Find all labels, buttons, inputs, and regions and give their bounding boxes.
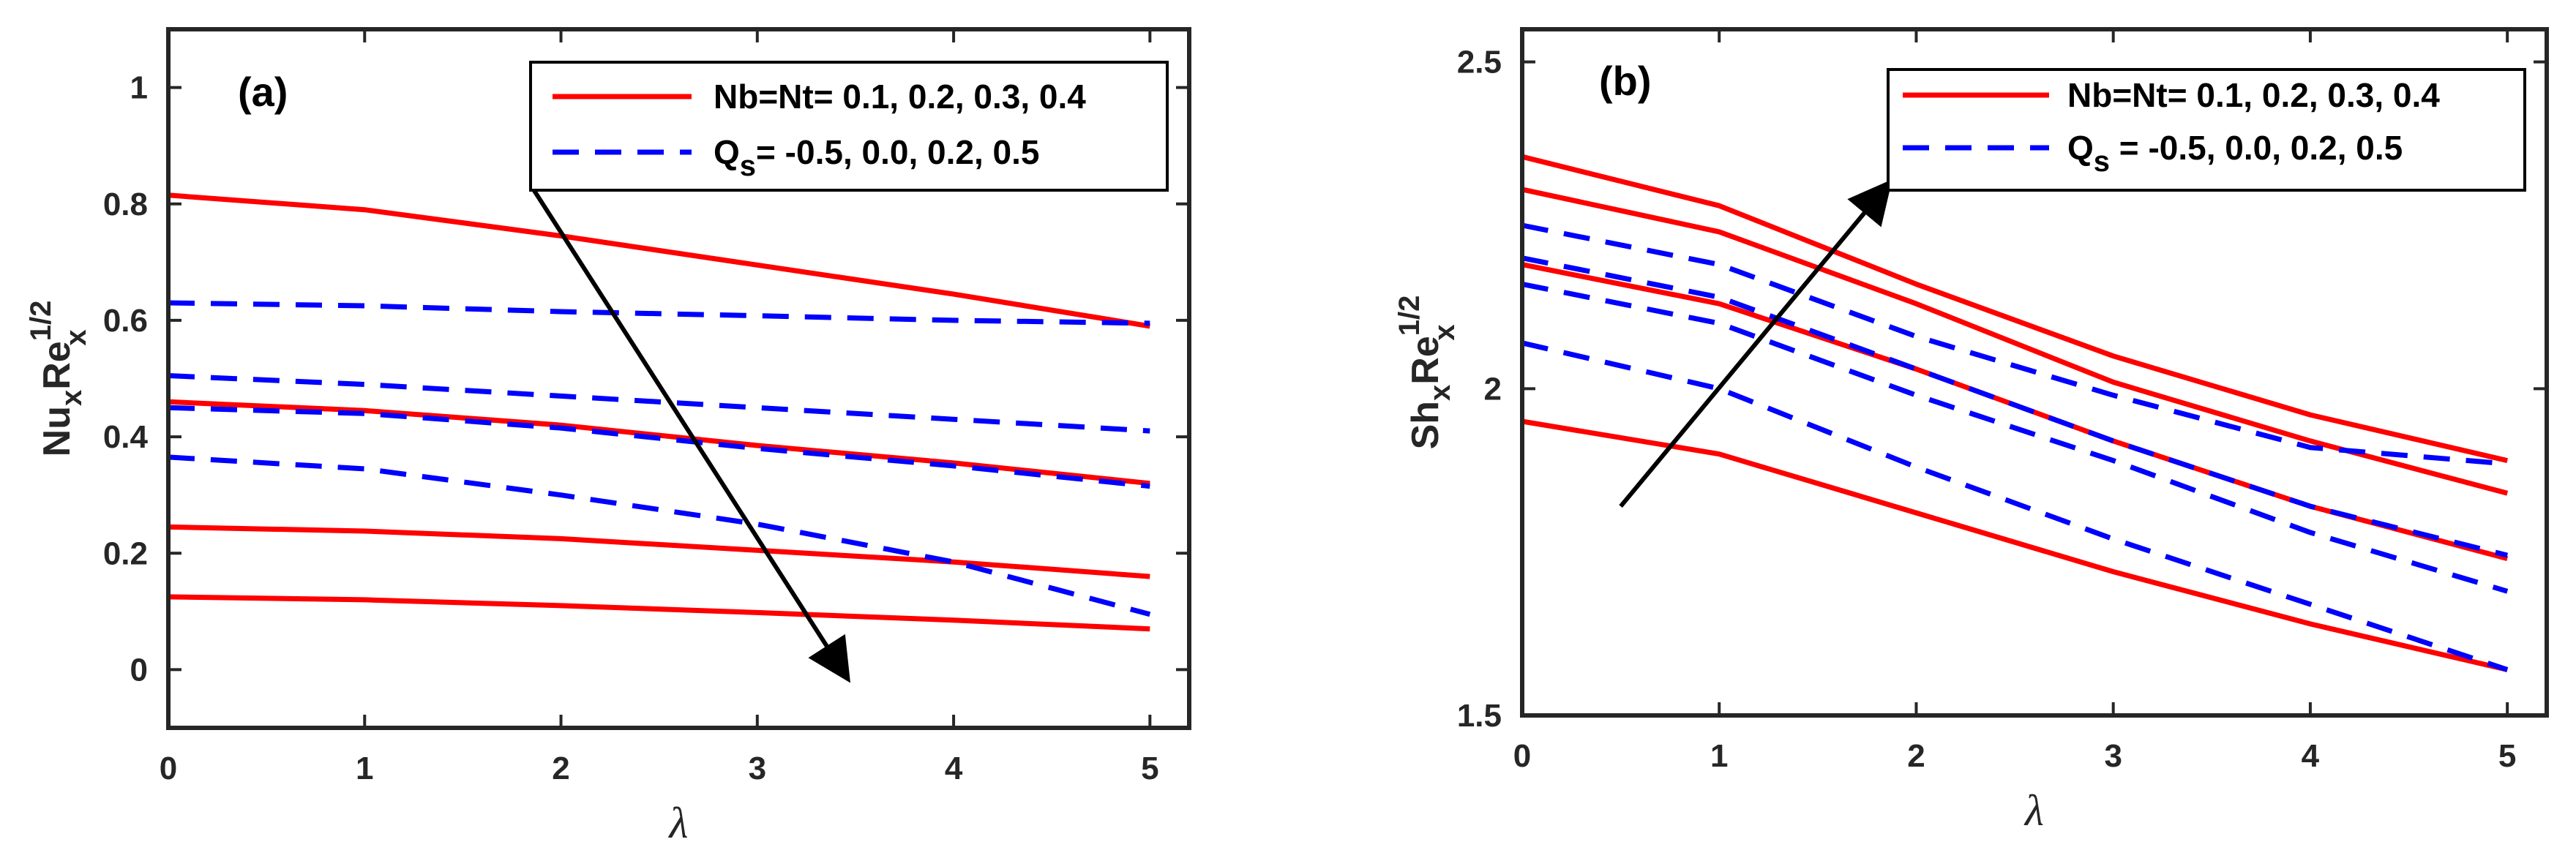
- series-line-b-7: [1521, 222, 2508, 467]
- series-line-a-5: [168, 373, 1150, 434]
- x-tick-label: 1: [1710, 738, 1728, 774]
- panel-label: (b): [1599, 58, 1652, 104]
- series-line-a-6: [168, 405, 1150, 489]
- series-line-a-3: [168, 594, 1150, 632]
- x-tick-label: 2: [1907, 738, 1925, 774]
- legend-box: [1887, 68, 2526, 192]
- y-tick-label: 2.5: [1457, 45, 1502, 80]
- series-line-a-2: [168, 524, 1150, 579]
- legend-box: [529, 61, 1169, 192]
- y-tick-label: 0.8: [103, 187, 148, 222]
- series-line-b-3: [1521, 154, 2508, 464]
- trend-arrow: [529, 185, 851, 683]
- legend-label-dashed: Qs= -0.5, 0.0, 0.2, 0.5: [714, 133, 1039, 182]
- chart-panel-b: 0 1 2 3 4 5 1.5 2 2.5 (b) λ ShxRe1/2 x Nb=Nt= 0.1, 0.…: [1393, 27, 2549, 835]
- x-tick-label: 4: [945, 751, 963, 786]
- y-tick-label: 0.2: [103, 535, 148, 571]
- x-tick-label: 2: [552, 751, 569, 786]
- x-tick-label: 0: [160, 751, 177, 786]
- panel-label: (a): [238, 69, 288, 115]
- x-tick-label: 4: [2302, 738, 2320, 774]
- x-tick-label: 3: [2104, 738, 2122, 774]
- trend-arrow: [1619, 179, 1892, 508]
- x-tick-label: 0: [1513, 738, 1531, 774]
- legend-label-solid: Nb=Nt= 0.1, 0.2, 0.3, 0.4: [714, 78, 1086, 116]
- series-line-b-1: [1521, 262, 2509, 561]
- y-tick-label: 1.5: [1457, 698, 1502, 734]
- x-tick-label: 5: [1141, 751, 1158, 786]
- series-line-b-5: [1521, 281, 2509, 594]
- x-tick-label: 3: [749, 751, 766, 786]
- legend-label-dashed: Qs = -0.5, 0.0, 0.2, 0.5: [2067, 129, 2403, 178]
- y-tick-label: 0: [130, 652, 148, 688]
- y-tick-label: 0.6: [103, 303, 148, 339]
- axes-box: [166, 27, 1191, 730]
- x-axis-label: λ: [2023, 786, 2044, 835]
- y-axis-label: NuxRe1/2 x: [25, 301, 92, 457]
- x-tick-label: 5: [2498, 738, 2516, 774]
- series-line-b-6: [1521, 255, 2509, 558]
- series-line-a-4: [168, 300, 1150, 326]
- y-tick-label: 0.4: [103, 419, 149, 455]
- series-line-b-4: [1521, 340, 2509, 672]
- series-line-a-1: [168, 399, 1150, 486]
- axes-box: [1520, 27, 2549, 718]
- y-tick-label: 2: [1484, 371, 1502, 407]
- series-line-a-0: [168, 192, 1150, 329]
- series-line-b-0: [1521, 418, 2508, 672]
- x-tick-label: 1: [356, 751, 373, 786]
- y-axis-label: ShxRe1/2 x: [1393, 296, 1461, 450]
- legend-label-solid: Nb=Nt= 0.1, 0.2, 0.3, 0.4: [2067, 76, 2440, 114]
- series-line-a-7: [168, 454, 1151, 617]
- chart-panel-a: 0 1 2 3 4 5 0 0.2 0.4 0.6 0.8 1 (a) λ NuxRe1/2 x Nb=Nt= …: [25, 27, 1191, 847]
- y-tick-label: 1: [130, 70, 148, 106]
- x-axis-label: λ: [668, 799, 689, 847]
